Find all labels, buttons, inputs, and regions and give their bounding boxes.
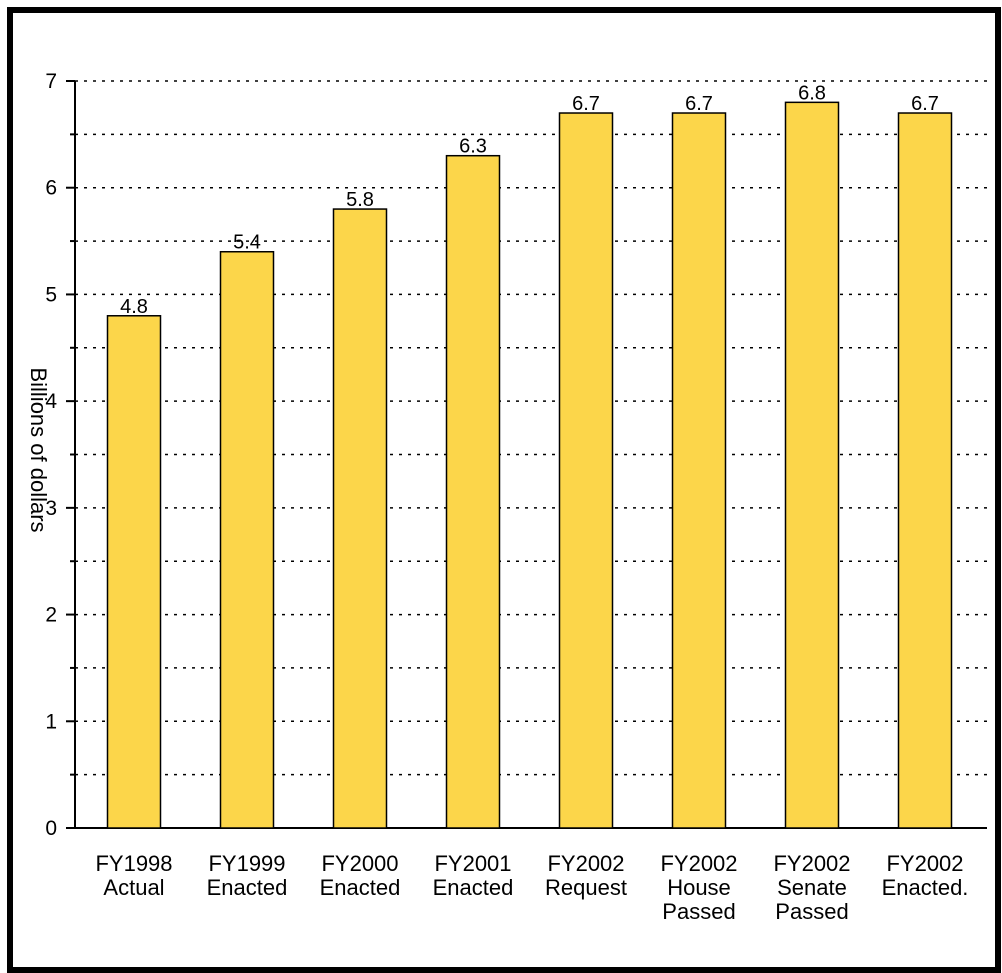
bar [671, 112, 727, 829]
y-axis-label: Billions of dollars [26, 367, 51, 532]
bar [332, 208, 388, 829]
x-category-label: Enacted [433, 875, 514, 900]
y-tick-label: 3 [45, 497, 57, 520]
data-label: 4.8 [120, 296, 148, 318]
x-category-label: FY2002 [886, 851, 963, 876]
y-tick-label: 5 [45, 283, 57, 306]
data-label: 6.8 [798, 82, 826, 104]
gridlines [75, 80, 987, 776]
x-category-label: House [667, 875, 731, 900]
y-tick-label: 4 [45, 390, 57, 413]
x-category-label: Senate [777, 875, 847, 900]
x-category-label: Actual [103, 875, 164, 900]
x-category-label: FY2000 [321, 851, 398, 876]
bar [897, 112, 953, 829]
x-category-label: FY1998 [95, 851, 172, 876]
x-category-label: FY2001 [434, 851, 511, 876]
x-category-label: FY2002 [660, 851, 737, 876]
x-category-label: Passed [775, 899, 848, 924]
bar [445, 154, 501, 829]
x-category-label: FY2002 [547, 851, 624, 876]
x-category-label: Request [545, 875, 627, 900]
bars [106, 101, 953, 829]
bar [558, 112, 614, 829]
x-category-label: Enacted. [882, 875, 969, 900]
data-label: 6.3 [459, 136, 487, 158]
x-category-label: FY1999 [208, 851, 285, 876]
x-category-label: Enacted [207, 875, 288, 900]
bar [106, 315, 162, 829]
labels: 4.8FY1998Actual5.4FY1999Enacted5.8FY2000… [95, 82, 968, 924]
data-label: 6.7 [911, 93, 939, 115]
data-label: 5.8 [346, 189, 374, 211]
bar [219, 250, 275, 829]
data-label: 6.7 [685, 93, 713, 115]
y-tick-label: 2 [45, 604, 57, 627]
y-tick-label: 0 [45, 817, 57, 840]
x-category-label: Enacted [320, 875, 401, 900]
data-label: 6.7 [572, 93, 600, 115]
bar [784, 101, 840, 829]
x-category-label: FY2002 [773, 851, 850, 876]
y-tick-label: 6 [45, 177, 57, 200]
x-category-label: Passed [662, 899, 735, 924]
y-tick-label: 1 [45, 710, 57, 733]
y-tick-label: 7 [45, 70, 57, 93]
data-label: 5.4 [233, 232, 261, 254]
